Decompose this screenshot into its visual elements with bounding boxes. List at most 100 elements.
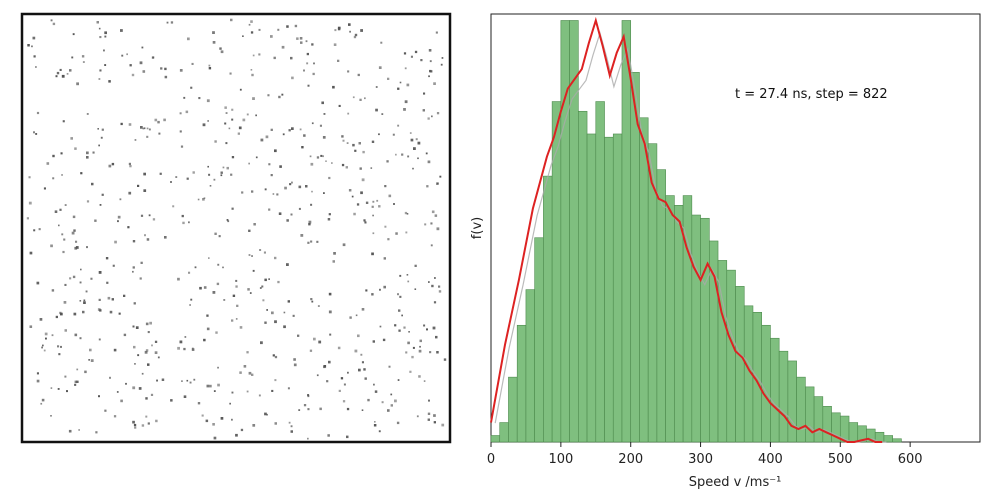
particle xyxy=(208,67,212,70)
particle xyxy=(299,37,303,40)
particle xyxy=(375,86,378,88)
particle xyxy=(403,52,407,55)
particle xyxy=(203,286,207,289)
particle xyxy=(362,150,365,154)
particle xyxy=(429,351,432,354)
particle xyxy=(260,341,263,345)
particle xyxy=(371,252,374,256)
particle xyxy=(268,163,271,166)
particle xyxy=(309,349,313,352)
particle xyxy=(128,162,131,165)
histogram-bar xyxy=(813,396,824,443)
particle xyxy=(80,268,82,271)
particle xyxy=(90,277,93,280)
particle xyxy=(140,126,143,129)
particle xyxy=(64,375,67,378)
particle xyxy=(277,28,280,31)
particle xyxy=(321,101,324,105)
particle xyxy=(224,106,227,109)
particle xyxy=(155,419,158,423)
particle xyxy=(36,281,40,285)
particle xyxy=(342,400,346,403)
particle xyxy=(137,184,140,187)
particle xyxy=(360,29,363,32)
particle xyxy=(246,351,249,354)
particle xyxy=(183,96,186,99)
particle xyxy=(189,381,192,384)
particle xyxy=(379,288,381,291)
particle xyxy=(347,112,350,115)
particle xyxy=(76,82,79,86)
particle xyxy=(61,74,65,78)
particle xyxy=(333,43,337,46)
particle xyxy=(415,138,418,141)
particle xyxy=(272,354,275,357)
particle xyxy=(265,135,269,139)
particle xyxy=(127,226,130,229)
particle xyxy=(27,44,30,47)
particle xyxy=(287,387,290,390)
particle xyxy=(185,110,189,114)
particle xyxy=(274,422,277,425)
particle xyxy=(179,112,182,115)
particle xyxy=(203,338,206,342)
particle xyxy=(94,219,97,222)
particle xyxy=(74,380,78,384)
particle xyxy=(237,132,240,135)
particle xyxy=(407,155,410,158)
particle xyxy=(346,142,349,144)
particle xyxy=(418,375,421,378)
particle xyxy=(332,85,335,89)
particle xyxy=(346,407,350,411)
particle xyxy=(252,97,255,100)
particle xyxy=(213,436,217,440)
particle xyxy=(217,263,220,266)
particle xyxy=(104,409,107,412)
particle xyxy=(43,187,46,190)
particle xyxy=(319,124,322,127)
particle xyxy=(268,208,271,211)
particle xyxy=(248,371,252,375)
particle xyxy=(31,45,33,48)
particle xyxy=(434,214,438,217)
particle xyxy=(138,387,142,390)
particle xyxy=(438,290,442,293)
particle xyxy=(42,344,44,347)
particle xyxy=(337,27,341,31)
particle xyxy=(381,401,384,404)
particle xyxy=(397,293,399,296)
particle xyxy=(354,349,358,353)
particle xyxy=(260,138,264,142)
particle xyxy=(405,231,408,234)
particle xyxy=(239,88,242,91)
particle xyxy=(101,128,104,131)
particle xyxy=(112,264,115,267)
particle xyxy=(303,134,306,137)
particle xyxy=(372,232,375,235)
particle xyxy=(410,138,414,142)
histogram-bar xyxy=(525,289,535,443)
particle xyxy=(64,204,67,206)
particle xyxy=(72,215,76,219)
particle xyxy=(264,412,267,416)
particle xyxy=(117,220,119,223)
particle xyxy=(410,55,413,58)
particle xyxy=(208,64,211,67)
particle xyxy=(331,162,333,164)
particle xyxy=(132,325,135,328)
particle xyxy=(184,336,187,338)
particle xyxy=(398,309,401,312)
particle xyxy=(26,217,29,220)
particle xyxy=(378,430,381,433)
particle xyxy=(191,62,194,65)
particle xyxy=(308,220,312,224)
particle xyxy=(209,384,212,388)
particle xyxy=(258,53,261,56)
particle xyxy=(383,285,386,289)
particle xyxy=(142,70,146,73)
particle xyxy=(82,310,85,314)
particle xyxy=(63,238,66,241)
particle xyxy=(104,35,107,38)
particle xyxy=(426,328,428,331)
particle xyxy=(407,341,410,345)
